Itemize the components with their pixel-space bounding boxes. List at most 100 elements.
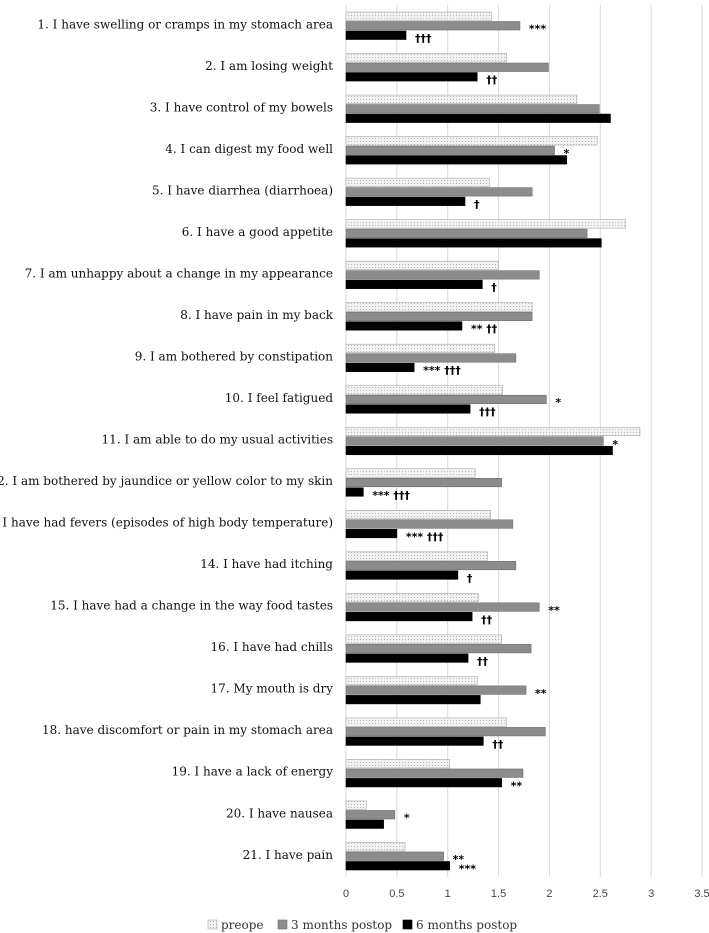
bar-preope	[345, 385, 503, 395]
significance-mark: *	[404, 811, 410, 824]
bar-6-month	[345, 778, 502, 788]
category-labels: 1. I have swelling or cramps in my stoma…	[0, 17, 334, 861]
significance-mark: ††	[481, 613, 493, 626]
category-label: 14. I have had itching	[200, 557, 333, 571]
significance-annotations: ***†††††*††** ††*** †††*†††**** †††*** †…	[372, 23, 618, 876]
bar-3-month	[345, 519, 514, 529]
significance-mark: **	[535, 687, 547, 700]
category-label: 17. My mouth is dry	[211, 682, 334, 696]
significance-mark: †	[467, 572, 473, 585]
legend-swatch-preope	[207, 919, 218, 930]
bar-6-month	[345, 861, 451, 871]
bar-3-month	[345, 187, 533, 197]
category-label: 4. I can digest my food well	[165, 142, 333, 156]
bar-preope	[345, 177, 490, 187]
category-label: 8. I have pain in my back	[180, 308, 334, 322]
significance-mark: †††	[415, 32, 432, 45]
bar-preope	[345, 302, 533, 312]
bar-6-month	[345, 487, 364, 497]
bar-6-month	[345, 445, 613, 456]
significance-mark: *	[564, 147, 570, 160]
legend-swatch-3-month	[277, 919, 288, 930]
bars	[345, 11, 641, 871]
bar-6-month	[345, 819, 384, 829]
bar-6-month	[345, 30, 407, 40]
bar-6-month	[345, 736, 484, 746]
bar-3-month	[345, 602, 540, 612]
bar-preope	[345, 219, 627, 229]
bar-6-month	[345, 362, 415, 373]
x-tick-label: 1	[445, 888, 451, 900]
bar-6-month	[345, 321, 463, 331]
x-tick-label: 3.5	[694, 888, 709, 900]
significance-mark: †††	[479, 406, 496, 419]
bar-6-month	[345, 653, 469, 663]
bar-preope	[345, 426, 641, 437]
x-tick-label: 3	[648, 888, 654, 900]
bar-3-month	[345, 394, 547, 405]
category-label: 10. I feel fatigued	[225, 391, 334, 405]
x-tick-label: 1.5	[491, 888, 506, 900]
significance-mark: *** †††	[372, 489, 410, 502]
significance-mark: †	[474, 198, 480, 211]
bar-6-month	[345, 155, 568, 165]
category-label: 9. I am bothered by constipation	[135, 350, 334, 364]
bar-3-month	[345, 685, 527, 695]
bar-preope	[345, 717, 508, 727]
significance-mark: †	[491, 281, 497, 294]
bar-3-month	[345, 727, 546, 737]
bar-preope	[345, 593, 479, 603]
bar-preope	[345, 634, 502, 644]
x-tick-label: 2.5	[593, 888, 608, 900]
legend-label-3-month: 3 months postop	[291, 918, 392, 932]
bar-6-month	[345, 404, 471, 414]
category-label: 20. I have nausea	[226, 806, 333, 820]
bar-preope	[345, 260, 499, 270]
category-label: 2. I am losing weight	[205, 59, 333, 73]
category-label: 13. I have had fevers (episodes of high …	[0, 516, 333, 530]
category-label: 11. I am able to do my usual activities	[102, 433, 333, 447]
bar-3-month	[345, 644, 532, 654]
bar-preope	[345, 800, 367, 810]
x-tick-label: 2	[546, 888, 552, 900]
bar-preope	[345, 551, 488, 561]
bar-6-month	[345, 279, 483, 289]
legend-swatch-6-month	[402, 919, 413, 930]
bar-preope	[345, 343, 495, 354]
bar-6-month	[345, 72, 478, 82]
bar-3-month	[345, 353, 517, 363]
significance-mark: *** †††	[406, 530, 444, 543]
category-label: 1. I have swelling or cramps in my stoma…	[37, 17, 333, 31]
bar-3-month	[345, 62, 549, 72]
bar-3-month	[345, 477, 502, 488]
bar-3-month	[345, 104, 600, 114]
bar-preope	[345, 136, 598, 146]
bar-preope	[345, 842, 406, 852]
bar-3-month	[345, 270, 540, 280]
bar-3-month	[345, 145, 555, 155]
significance-mark: **	[511, 779, 523, 792]
significance-mark: **	[453, 853, 465, 866]
bar-3-month	[345, 436, 604, 446]
x-tick-label: 0.5	[389, 888, 404, 900]
significance-mark: ** ††	[471, 323, 498, 336]
bar-6-month	[345, 113, 611, 123]
bar-preope	[345, 53, 508, 63]
bar-3-month	[345, 851, 444, 861]
bar-3-month	[345, 228, 588, 238]
legend: preope 3 months postop 6 months postop	[207, 918, 517, 932]
legend-label-6-month: 6 months postop	[416, 918, 517, 932]
significance-mark: *	[612, 438, 618, 451]
bar-6-month	[345, 695, 481, 705]
bar-6-month	[345, 238, 602, 248]
x-tick-label: 0	[343, 888, 349, 900]
category-label: 18. have discomfort or pain in my stomac…	[42, 723, 333, 737]
bar-3-month	[345, 810, 396, 820]
significance-mark: ††	[477, 655, 489, 668]
significance-mark: ***	[459, 862, 477, 875]
bar-preope	[345, 468, 476, 478]
significance-mark: ††	[486, 74, 498, 87]
significance-mark: *** †††	[423, 364, 461, 377]
bar-preope	[345, 11, 492, 21]
